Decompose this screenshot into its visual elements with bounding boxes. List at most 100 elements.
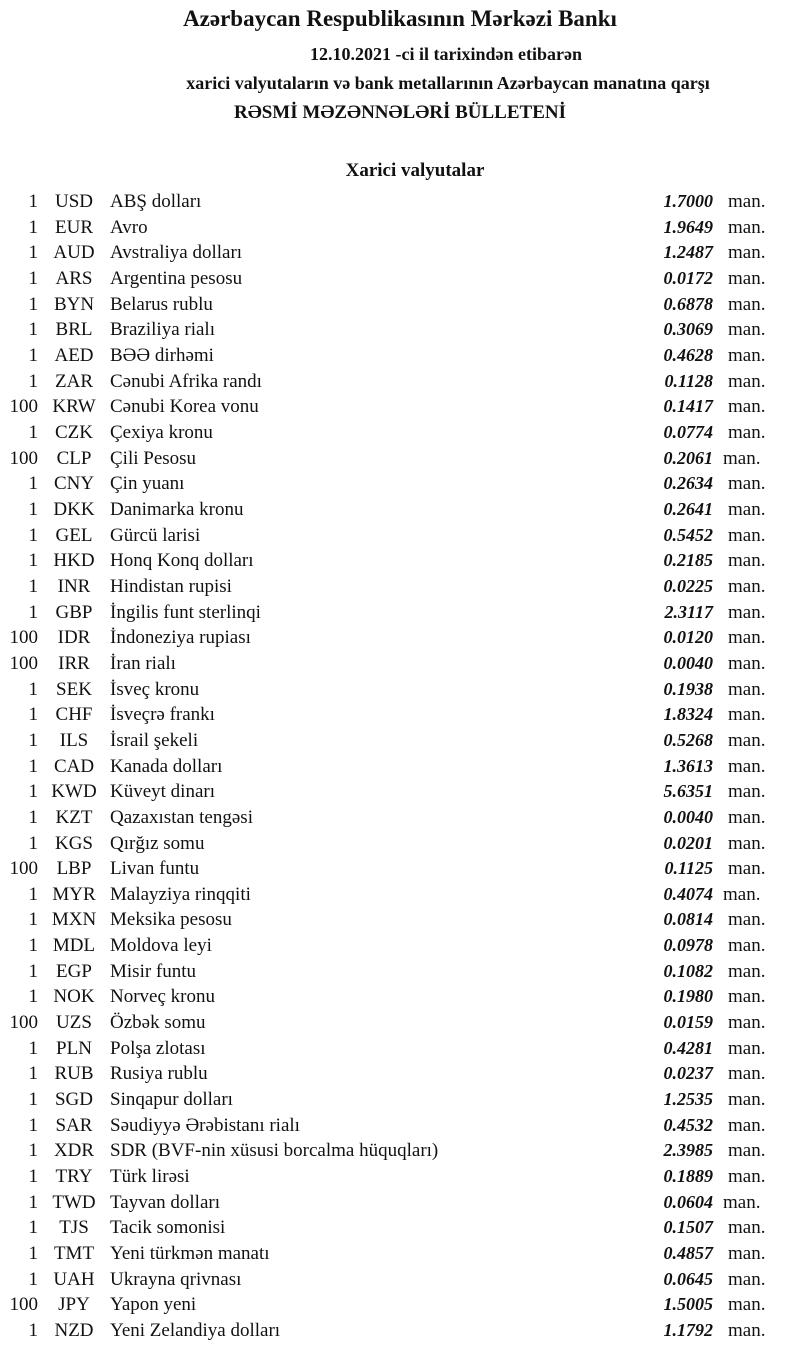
currency-code: IDR [57,627,91,649]
table-row: 1 UAH Ukrayna qrivnası 0.0645 man. [0,1267,800,1292]
amount: 100 [9,1012,39,1034]
amount: 1 [28,370,39,392]
amount: 1 [28,986,39,1008]
currency-name: ABŞ dolları [110,191,202,212]
currency-code: CHF [55,704,93,726]
currency-name: Hindistan rupisi [110,575,232,597]
rate-unit: man. [728,1243,766,1265]
amount: 1 [28,421,39,443]
currency-code: EGP [56,960,92,982]
rate-value: 0.1128 [664,370,713,391]
currency-name: Gürcü larisi [110,524,201,546]
rate-value: 2.3985 [663,1140,714,1161]
currency-name: Polşa zlotası [110,1037,206,1059]
table-row: 1 ARS Argentina pesosu 0.0172 man. [0,266,800,291]
currency-name: Özbək somu [110,1012,206,1034]
rate-value: 0.2641 [663,498,714,519]
amount: 1 [28,883,39,905]
currency-code: AED [54,344,94,366]
currency-name: Rusiya rublu [110,1063,208,1085]
table-row: 1 XDR SDR (BVF-nin xüsusi borcalma hüquqla… [0,1138,800,1163]
amount: 1 [28,267,39,289]
table-row: 1 SEK İsveç kronu 0.1938 man. [0,677,800,702]
currency-name: Cənubi Korea vonu [110,396,259,418]
rate-value: 2.3117 [664,601,713,622]
rate-value: 0.4074 [663,883,714,904]
table-row: 1 TWD Tayvan dolları 0.0604 man. [0,1190,800,1215]
rate-value: 0.2185 [663,550,714,571]
table-row: 1 GEL Gürcü larisi 0.5452 man. [0,523,800,548]
rate-value: 0.6878 [663,293,714,314]
amount: 100 [9,858,39,880]
rate-unit: man. [728,550,766,572]
rate-value: 0.1938 [663,678,714,699]
currency-name: Ukrayna qrivnası [110,1268,242,1290]
currency-code: GBP [55,601,93,623]
currency-code: USD [54,191,93,212]
bank-title: Azərbaycan Respublikasının Mərkəzi Bankı [183,6,617,31]
currency-code: HKD [53,550,95,572]
rate-unit: man. [728,678,766,700]
rate-value: 0.0159 [663,1012,714,1033]
rate-unit: man. [728,1217,766,1239]
amount: 1 [28,216,39,238]
table-row: 1 HKD Honq Konq dolları 0.2185 man. [0,548,800,573]
rate-value: 0.0774 [663,421,714,442]
currency-code: KRW [52,396,96,418]
rate-unit: man. [728,704,766,726]
rate-unit: man. [728,293,766,315]
currency-name: Malayziya rinqqiti [110,883,251,905]
rate-unit: man. [728,1320,766,1342]
currency-name: Danimarka kronu [110,498,244,520]
amount: 1 [28,1114,39,1136]
rate-value: 0.1889 [663,1166,714,1187]
table-row: 100 CLP Çili Pesosu 0.2061 man. [0,446,800,471]
rate-unit: man. [723,1191,761,1213]
rate-value: 0.1417 [663,396,714,417]
currency-name: Livan funtu [110,858,200,880]
table-row: 1 DKK Danimarka kronu 0.2641 man. [0,497,800,522]
currency-name: Honq Konq dolları [110,550,254,572]
rate-unit: man. [728,242,766,264]
table-row: 100 KRW Cənubi Korea vonu 0.1417 man. [0,394,800,419]
rate-value: 1.3613 [663,755,714,776]
table-row: 1 AED BƏƏ dirhəmi 0.4628 man. [0,343,800,368]
currency-name: BƏƏ dirhəmi [110,344,214,366]
rate-unit: man. [728,858,766,880]
currency-code: MXN [51,909,97,931]
rate-value: 0.1507 [663,1217,714,1238]
currency-name: İsveçrə frankı [110,704,215,726]
currency-code: BRL [55,319,93,341]
table-row: 100 LBP Livan funtu 0.1125 man. [0,856,800,881]
rate-value: 0.5268 [663,729,714,750]
currency-name: Yeni türkmən manatı [110,1243,270,1265]
currency-name: Tacik somonisi [110,1217,226,1239]
rate-value: 0.2061 [663,447,714,468]
amount: 1 [28,498,39,520]
table-row: 100 JPY Yapon yeni 1.5005 man. [0,1292,800,1317]
rate-unit: man. [728,370,766,392]
amount: 1 [28,1268,39,1290]
amount: 100 [9,396,39,418]
amount: 1 [28,1166,39,1188]
amount: 1 [28,1063,39,1085]
rate-unit: man. [728,524,766,546]
rate-value: 1.9649 [663,216,714,237]
amount: 1 [28,909,39,931]
table-row: 100 UZS Özbək somu 0.0159 man. [0,1010,800,1035]
table-row: 1 SGD Sinqapur dolları 1.2535 man. [0,1087,800,1112]
table-row: 1 BYN Belarus rublu 0.6878 man. [0,292,800,317]
currency-code: EUR [55,216,93,238]
table-row: 1 TRY Türk lirəsi 0.1889 man. [0,1164,800,1189]
table-row: 1 NZD Yeni Zelandiya dolları 1.1792 man. [0,1318,800,1343]
table-row: 1 CHF İsveçrə frankı 1.8324 man. [0,702,800,727]
table-row: 1 PLN Polşa zlotası 0.4281 man. [0,1036,800,1061]
table-row: 1 CNY Çin yuanı 0.2634 man. [0,471,800,496]
rate-value: 0.1980 [663,986,714,1007]
amount: 100 [9,627,39,649]
currency-code: IRR [58,652,90,674]
table-row: 1 RUB Rusiya rublu 0.0237 man. [0,1061,800,1086]
rate-unit: man. [728,1114,766,1136]
rate-unit: man. [728,319,766,341]
currency-code: KZT [55,806,93,828]
